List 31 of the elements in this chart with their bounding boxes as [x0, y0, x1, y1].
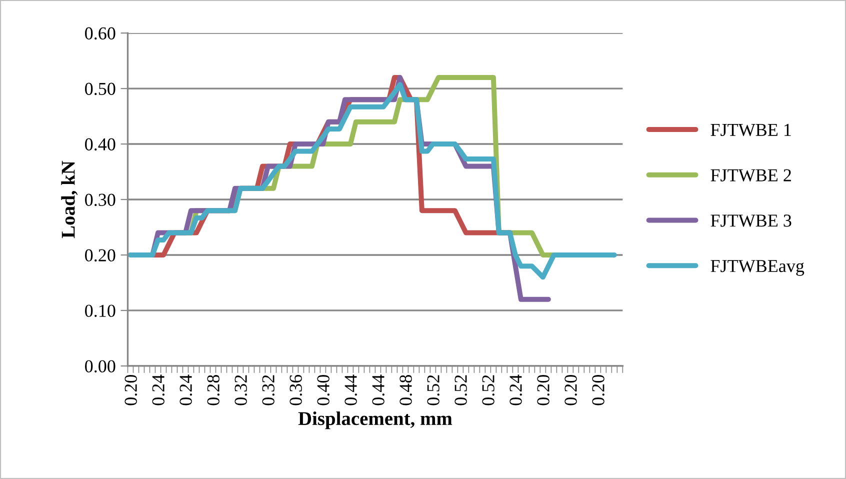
x-tick-label: 0.20 [124, 374, 138, 406]
y-tick-label: 0.60 [85, 27, 116, 40]
x-tick-label: 0.48 [400, 374, 412, 406]
x-tick-label: 0.20 [537, 374, 550, 406]
x-tick-label: 0.20 [564, 374, 577, 406]
x-tick-label: 0.44 [344, 374, 357, 406]
legend-label: FJTWBE 3 [710, 214, 792, 227]
y-tick-label: 0.50 [85, 82, 116, 96]
y-tick-label: 0.00 [85, 360, 116, 372]
x-tick-label: 0.32 [262, 375, 274, 406]
legend-label: FJTWBE 1 [710, 124, 791, 136]
x-tick-label: 0.36 [290, 374, 302, 406]
y-tick-label: 0.10 [85, 304, 116, 317]
legend-label: FJTWBE 2 [710, 169, 791, 182]
x-tick-label: 0.52 [454, 375, 467, 406]
x-tick-label: 0.24 [180, 374, 192, 406]
x-tick-label: 0.20 [592, 374, 604, 406]
x-tick-label: 0.28 [207, 374, 220, 406]
x-tick-label: 0.24 [510, 374, 522, 406]
y-tick-label: 0.40 [85, 138, 116, 151]
x-tick-label: 0.44 [372, 374, 384, 406]
y-axis-title: Load, kN [61, 160, 78, 238]
legend-label: FJTWBEavg [710, 260, 804, 276]
y-tick-label: 0.20 [85, 249, 116, 262]
y-tick-label: 0.30 [85, 194, 116, 206]
x-axis-title: Displacement, mm [298, 411, 452, 430]
x-tick-label: 0.40 [317, 374, 330, 406]
x-tick-label: 0.24 [152, 374, 165, 406]
x-tick-label: 0.52 [427, 375, 440, 406]
x-tick-label: 0.52 [482, 375, 494, 406]
x-tick-label: 0.32 [234, 375, 247, 406]
